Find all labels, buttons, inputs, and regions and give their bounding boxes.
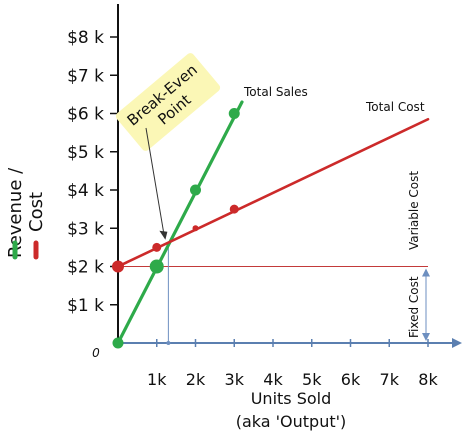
total-cost-point [152, 242, 162, 252]
y-tick-label: $4 k [67, 181, 104, 201]
y-tick-label: $7 k [67, 66, 104, 86]
x-axis-sublabel: (aka 'Output') [236, 412, 347, 431]
variable-cost-label: Variable Cost [407, 171, 421, 250]
fixed-cost-label: Fixed Cost [407, 276, 421, 338]
y-tick-label: $2 k [67, 258, 104, 278]
y-tick-label: $1 k [67, 296, 104, 316]
x-tick-label: 1k [147, 370, 167, 389]
break-even-pointer [145, 127, 165, 237]
origin-label: 0 [92, 346, 100, 360]
x-tick-label: 8k [418, 370, 438, 389]
total-cost-label: Total Cost [365, 100, 425, 114]
y-tick-label: $3 k [67, 219, 104, 239]
x-axis-arrow [452, 338, 462, 348]
x-axis-label: Units Sold [251, 389, 332, 408]
y-tick-label: $5 k [67, 143, 104, 163]
total-sales-line [116, 100, 244, 345]
x-tick-label: 2k [186, 370, 206, 389]
y-axis-label-revenue: Revenue / [5, 167, 26, 258]
x-tick-label: 4k [263, 370, 283, 389]
break-even-axis-dot [166, 341, 171, 345]
fixed-cost-arrow-bottom [422, 333, 430, 341]
x-tick-label: 6k [341, 370, 361, 389]
x-tick-label: 7k [380, 370, 400, 389]
total-cost-point [192, 225, 199, 232]
break-even-label-highlight [115, 53, 221, 151]
x-tick-label: 3k [225, 370, 245, 389]
y-tick-label: $8 k [67, 28, 104, 48]
total-cost-point [229, 204, 239, 214]
total-cost-line [116, 117, 430, 268]
total-sales-point [228, 108, 240, 119]
total-sales-point [112, 337, 124, 349]
total-cost-point [112, 260, 124, 273]
y-tick-label: $6 k [67, 105, 104, 125]
total-sales-label: Total Sales [243, 85, 308, 99]
break-even-pointer-head [159, 230, 168, 240]
y-axis-label-cost: Cost [26, 192, 47, 232]
total-sales-point [149, 259, 164, 274]
fixed-cost-arrow-top [422, 268, 430, 277]
total-sales-point [190, 184, 201, 196]
x-tick-label: 5k [302, 370, 322, 389]
